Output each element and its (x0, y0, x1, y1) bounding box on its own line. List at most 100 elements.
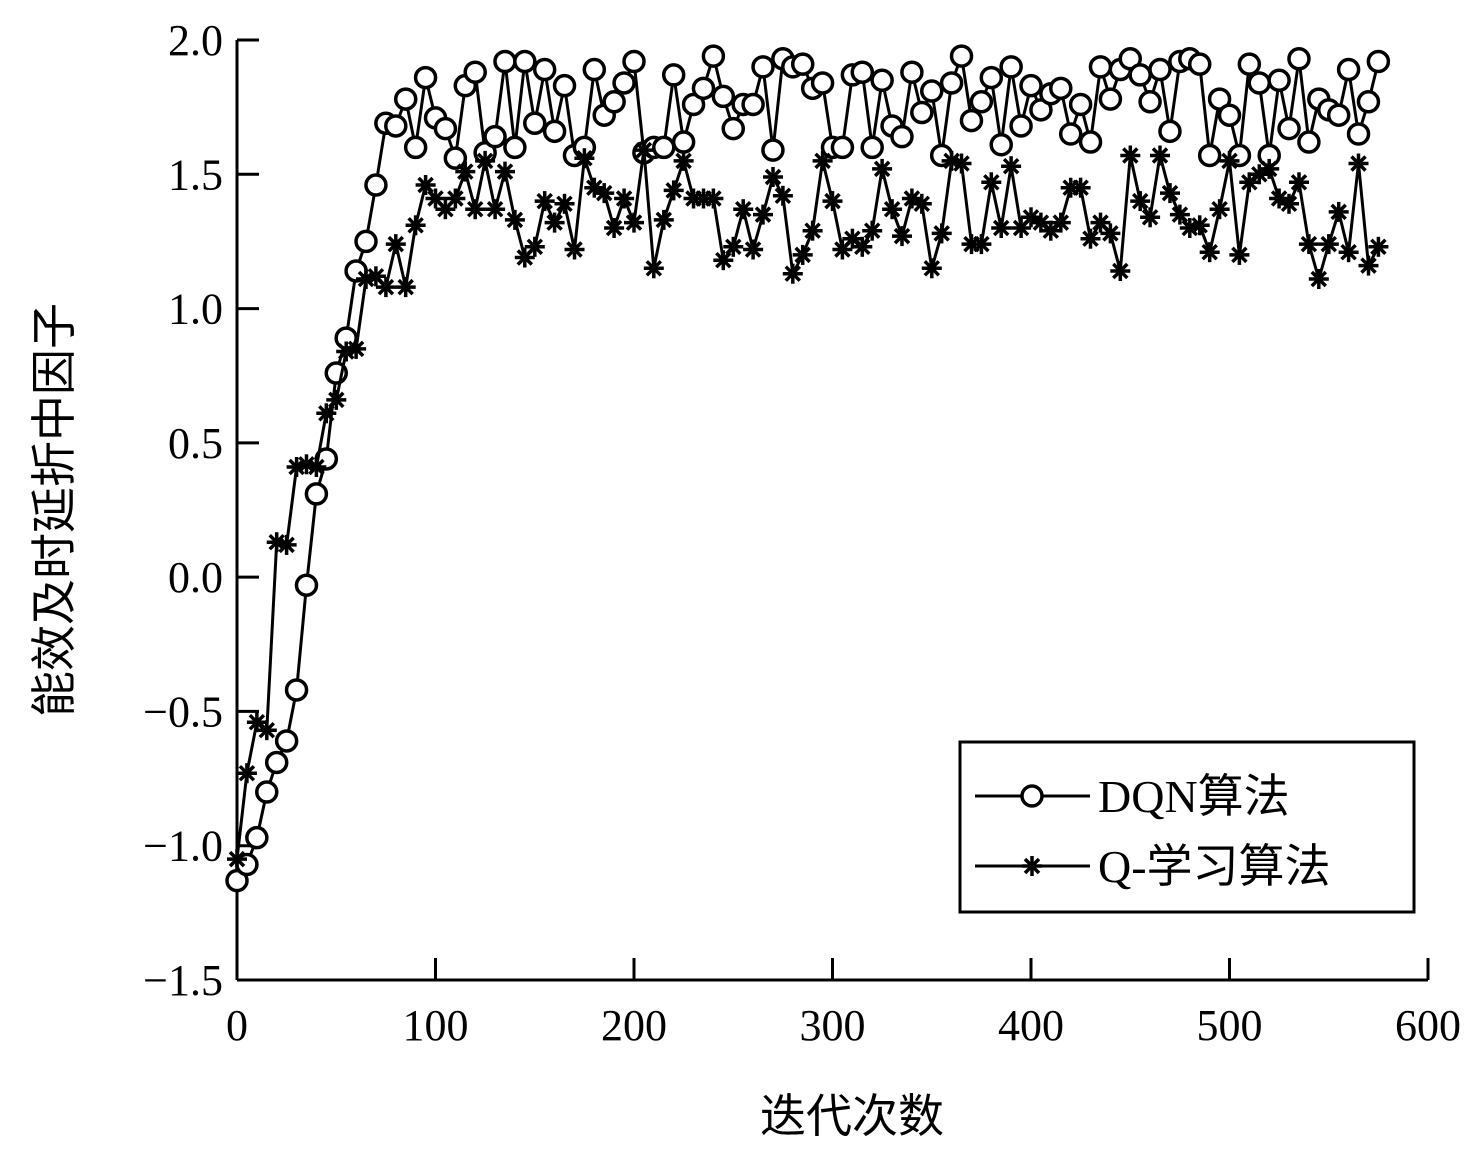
data-point (981, 172, 1002, 193)
data-point (1289, 172, 1309, 193)
x-tick-label: 0 (226, 1001, 248, 1050)
data-point (455, 161, 476, 182)
data-point (1150, 145, 1170, 166)
data-point (1120, 145, 1141, 166)
data-point (782, 263, 803, 284)
data-point (741, 92, 765, 117)
data-point (1267, 68, 1291, 93)
data-point (643, 258, 664, 279)
data-point (870, 68, 894, 93)
data-point (1100, 223, 1121, 244)
data-point (1148, 57, 1172, 82)
data-point (1128, 63, 1152, 87)
legend-box (958, 740, 1416, 914)
data-point (1140, 207, 1161, 228)
data-point (1366, 49, 1391, 74)
data-point (227, 849, 247, 870)
data-point (624, 212, 644, 233)
data-point (483, 124, 507, 149)
data-point (1009, 114, 1033, 138)
data-point (763, 167, 783, 187)
legend-label-dqn: DQN算法 (1098, 771, 1290, 822)
data-point (633, 140, 654, 161)
data-point (850, 60, 875, 84)
legend: DQN算法 Q-学习算法 (958, 740, 1416, 914)
y-tick-label: 2.0 (168, 16, 223, 65)
data-point (614, 188, 635, 209)
data-point (890, 124, 914, 149)
data-point (485, 199, 506, 220)
data-point (384, 114, 408, 138)
data-point (691, 76, 716, 101)
data-point (663, 180, 684, 201)
data-point (1328, 201, 1349, 222)
data-point (733, 199, 754, 220)
data-point (393, 87, 418, 111)
data-point (1229, 244, 1250, 265)
data-point (364, 173, 388, 197)
data-point (751, 55, 775, 79)
data-point (979, 65, 1004, 90)
data-point (1169, 204, 1190, 225)
data-point (413, 65, 438, 90)
data-point (802, 220, 823, 241)
data-point (713, 250, 734, 271)
data-point (1058, 122, 1083, 146)
data-point (772, 185, 793, 206)
data-point (493, 49, 517, 74)
data-point (1011, 218, 1032, 238)
data-point (830, 135, 855, 160)
y-ticks: −1.5 −1.0 −0.5 0.0 0.5 1.0 1.5 2.0 (143, 16, 259, 1005)
data-point (1138, 90, 1162, 114)
data-point (354, 229, 378, 254)
data-point (1158, 119, 1182, 144)
data-point (1338, 242, 1359, 263)
data-point (445, 188, 466, 209)
data-point (306, 457, 327, 477)
data-point (465, 199, 486, 220)
data-point (701, 44, 726, 68)
series-layer (225, 44, 1391, 893)
data-point (790, 52, 815, 76)
x-tick-label: 600 (1395, 1001, 1461, 1050)
data-point (1336, 57, 1361, 82)
data-point (810, 71, 835, 95)
data-point (1348, 153, 1369, 174)
data-point (604, 218, 625, 238)
data-point (375, 277, 396, 298)
data-point (544, 212, 565, 233)
data-point (495, 161, 515, 182)
data-point (1297, 130, 1321, 154)
data-point (574, 148, 595, 169)
data-point (661, 63, 686, 87)
data-point (1318, 234, 1339, 255)
data-point (1068, 92, 1093, 117)
y-tick-label: 0.0 (168, 553, 223, 602)
data-point (1259, 158, 1280, 179)
x-tick-label: 100 (403, 1001, 469, 1050)
data-point (1001, 156, 1022, 177)
data-point (1326, 103, 1351, 127)
data-point (385, 234, 406, 255)
data-point (1346, 122, 1371, 146)
data-point (246, 712, 267, 733)
data-point (284, 678, 309, 702)
data-point (475, 150, 496, 171)
series-q-learning (227, 140, 1389, 870)
data-point (971, 234, 992, 255)
data-point (761, 138, 785, 162)
data-point (1237, 52, 1262, 76)
x-axis-title: 迭代次数 (760, 1089, 944, 1143)
data-point (346, 338, 367, 359)
data-point (304, 482, 329, 506)
data-point (255, 780, 279, 804)
data-point (1078, 130, 1103, 154)
data-point (991, 218, 1012, 238)
data-point (1308, 269, 1329, 289)
data-point (564, 239, 585, 260)
data-point (703, 188, 724, 209)
data-point (294, 573, 319, 597)
data-point (276, 534, 297, 555)
data-point (673, 150, 694, 171)
data-point (622, 49, 646, 74)
